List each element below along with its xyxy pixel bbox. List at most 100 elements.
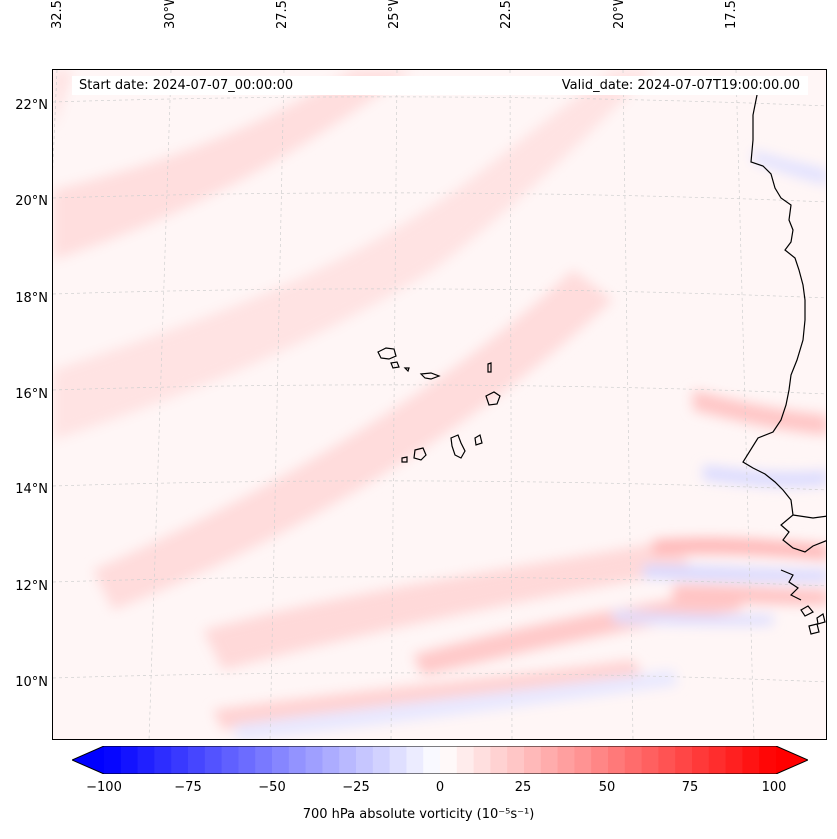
colorbar-tick: −50 [258,780,286,795]
colorbar-tick: 100 [761,780,787,795]
vorticity-band [693,390,826,435]
colorbar-min-extension [72,746,104,774]
colorbar-segment [557,746,575,774]
vorticity-map [53,70,826,739]
colorbar-segment [624,746,643,774]
vorticity-band [673,585,826,605]
parallel-22n [53,96,826,107]
island-santiago [450,434,466,459]
colorbar-segment [473,746,491,774]
colorbar-tick: −25 [342,780,370,795]
colorbar-segment [759,746,777,774]
meridian-20w [622,70,634,739]
meridian-22-5w [509,70,513,739]
colorbar-segment [406,746,424,774]
lon-label-22-5w: 22.5°W [499,0,514,29]
island-maio [474,434,483,446]
colorbar-segment [120,746,139,774]
colorbar-segment [524,746,542,774]
island-sao-nicolau [419,372,441,380]
colorbar-tick: 50 [598,780,616,795]
parallel-14n [53,480,826,491]
parallel-16n [53,384,826,395]
colorbar-segment [154,746,172,774]
map-panel [52,69,827,740]
colorbar-segment [574,746,592,774]
colorbar-segment [692,746,710,774]
colorbar-segment [742,746,760,774]
colorbar-segment [507,746,525,774]
island-santa-luzia [403,367,410,373]
bijagos-islands [800,605,826,635]
colorbar-segment [641,746,659,774]
parallel-10n [53,672,826,683]
colorbar-segment [188,746,206,774]
vorticity-band [413,590,743,675]
gridlines [53,70,826,739]
colorbar-segment [725,746,743,774]
lon-label-17-5w: 17.5°W [724,0,739,29]
vorticity-band [53,70,73,130]
colorbar-segment [658,746,676,774]
colorbar-segment [137,746,155,774]
lon-label-20w: 20°W [612,0,627,29]
vorticity-field [53,70,826,739]
colorbar-segment [440,746,458,774]
meridian-30w [148,70,172,739]
colorbar-segment [221,746,239,774]
colorbar-segment [305,746,323,774]
colorbar-segment [490,746,508,774]
lat-label-14n: 14°N [15,482,48,497]
colorbar-segment [675,746,693,774]
vorticity-band [53,70,653,440]
lat-label-12n: 12°N [15,579,48,594]
colorbar-segment [339,746,357,774]
colorbar-segment [288,746,307,774]
colorbar-tick: 75 [681,780,699,795]
meridian-17-5w [735,70,755,739]
vorticity-band [753,150,826,185]
colorbar-tick: 0 [435,780,445,795]
colorbar-segment [272,746,290,774]
vorticity-band [703,465,826,488]
start-date-label: Start date: 2024-07-07_00:00:00 [79,78,294,93]
colorbar-label: 700 hPa absolute vorticity (10⁻⁵s⁻¹) [302,807,535,822]
colorbar-segment [608,746,626,774]
vorticity-band [93,270,613,610]
vorticity-band [233,670,678,739]
lat-label-10n: 10°N [15,675,48,690]
coast-detail [780,569,802,601]
vorticity-band [213,660,643,730]
meridian-27-5w [269,70,285,739]
vorticity-band [643,565,826,582]
colorbar-segment [255,746,273,774]
colorbar-segment [238,746,256,774]
colorbar-tick: 25 [514,780,532,795]
meridian-25w [390,70,398,739]
parallel-12n [53,576,826,587]
colorbar-segment [322,746,340,774]
colorbar-segment [204,746,223,774]
lon-label-30w: 30°W [163,0,178,29]
africa-coastline [742,89,826,553]
colorbar [72,746,808,774]
island-sao-vicente [390,361,400,369]
lat-label-18n: 18°N [15,291,48,306]
colorbar-segment [423,746,441,774]
lat-label-16n: 16°N [15,387,48,402]
valid-date-label: Valid_date: 2024-07-07T19:00:00.00 [561,78,800,93]
colorbar-segment [540,746,559,774]
vorticity-band [653,537,826,560]
colorbar-tick: −75 [174,780,202,795]
colorbar-segment [708,746,727,774]
parallel-20n [53,192,826,203]
vorticity-band [613,610,773,626]
lon-label-27-5w: 27.5°W [275,0,290,29]
colorbar-segment [389,746,407,774]
island-boa-vista [485,391,501,406]
colorbar-segment [372,746,391,774]
lat-label-20n: 20°N [15,194,48,209]
coastlines [377,89,826,635]
colorbar-segment [456,746,475,774]
vorticity-band [203,540,693,670]
